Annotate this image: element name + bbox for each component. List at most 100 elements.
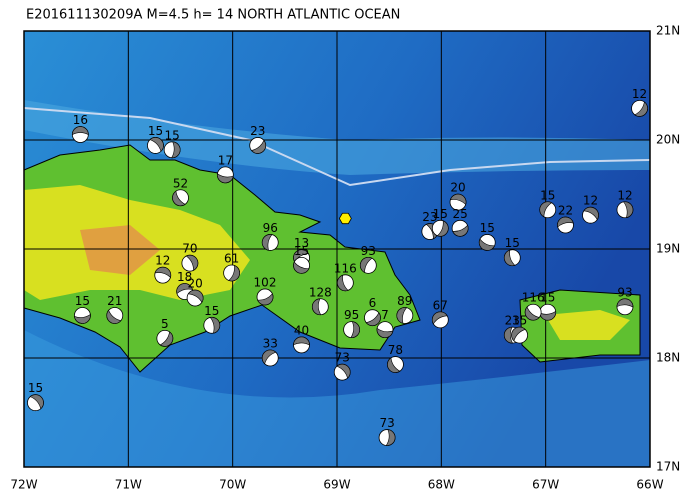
beachball [343, 321, 361, 339]
y-tick-label: 19N [656, 242, 680, 256]
depth-label: 5 [161, 317, 169, 331]
beachball-quadrant [337, 274, 349, 292]
depth-label: 15 [512, 314, 527, 328]
depth-label: 40 [294, 323, 309, 337]
depth-label: 15 [204, 304, 219, 318]
beachball [186, 289, 204, 307]
beachball-quadrant [479, 238, 495, 251]
depth-label: 23 [422, 210, 437, 224]
beachball [539, 201, 557, 219]
x-tick-label: 70W [219, 478, 246, 492]
beachball [451, 219, 469, 237]
beachball [557, 216, 574, 234]
depth-label: 73 [335, 351, 350, 365]
beachball-quadrant [209, 317, 221, 334]
beachball-quadrant [432, 311, 448, 325]
beachball [503, 249, 521, 267]
beachball-quadrant [449, 193, 467, 206]
x-tick-label: 72W [10, 478, 37, 492]
x-tick-label: 67W [532, 478, 559, 492]
depth-label: 33 [263, 337, 278, 351]
beachball [431, 219, 449, 237]
beachball-quadrant [385, 429, 396, 446]
beachball [378, 429, 396, 446]
beachball [256, 288, 274, 306]
beachball-quadrant [217, 173, 234, 184]
x-tick-label: 66W [636, 478, 663, 492]
depth-label: 15 [294, 244, 309, 258]
depth-label: 12 [617, 188, 632, 202]
depth-label: 7 [381, 308, 389, 322]
x-tick-label: 68W [428, 478, 455, 492]
depth-label: 78 [388, 343, 403, 357]
beachball-quadrant [634, 101, 648, 117]
beachball [293, 336, 310, 354]
beachball [216, 166, 234, 184]
beachball-quadrant [228, 265, 240, 282]
beachball [74, 307, 91, 324]
beachball-quadrant [176, 283, 193, 295]
epicenter [338, 212, 352, 225]
frame [23, 30, 651, 468]
beachball [172, 189, 189, 207]
highland [545, 310, 630, 340]
depth-label: 128 [309, 285, 332, 299]
beachball [27, 394, 44, 412]
beachball [203, 316, 221, 334]
beachball-quadrant [250, 139, 266, 154]
beachball-quadrant [172, 190, 186, 207]
beachball [261, 349, 279, 367]
depth-label: 70 [182, 242, 197, 256]
beachball-quadrant [360, 257, 373, 273]
depth-label: 61 [224, 251, 239, 265]
beachball [71, 126, 89, 143]
beachball [154, 266, 172, 284]
beachball-quadrant [74, 313, 91, 324]
beachball-quadrant [396, 307, 408, 324]
beachball-quadrant [365, 312, 381, 326]
depth-label: 20 [187, 277, 202, 291]
depth-label: 22 [558, 204, 573, 218]
highland [80, 225, 160, 275]
beachball [223, 264, 241, 282]
depth-label: 21 [107, 294, 122, 308]
depth-label: 116 [334, 261, 357, 275]
beachball-quadrant [539, 310, 557, 321]
x-tick-label: 69W [323, 478, 350, 492]
beachball-quadrant [376, 327, 394, 338]
beachball [163, 141, 181, 159]
beachball [156, 329, 174, 347]
depth-label: 89 [397, 294, 412, 308]
beachball-quadrant [557, 216, 574, 228]
depth-label: 93 [361, 244, 376, 258]
depth-label: 15 [433, 207, 448, 221]
beachball-quadrant [293, 261, 310, 274]
beachball-quadrant [171, 141, 181, 159]
beachball [147, 137, 164, 154]
beachball [616, 201, 634, 219]
depth-label: 6 [369, 296, 377, 310]
depth-label: 12 [155, 254, 170, 268]
beachball [261, 234, 279, 251]
depth-label: 15 [165, 128, 180, 142]
beachball [478, 234, 496, 251]
y-tick-label: 18N [656, 351, 680, 365]
depth-label: 12 [632, 87, 647, 101]
beachball-quadrant [29, 394, 44, 410]
depth-label: 25 [452, 207, 467, 221]
depth-label: 13 [294, 236, 309, 250]
beachball [524, 303, 542, 321]
beachball [387, 356, 404, 373]
beachball-quadrant [159, 331, 174, 347]
y-tick-label: 20N [656, 133, 680, 147]
beachball [364, 309, 381, 327]
depth-label: 52 [173, 176, 188, 190]
beachball-quadrant [452, 224, 469, 237]
beachball [293, 256, 310, 274]
beachball-quadrant [387, 357, 401, 373]
depth-label: 20 [450, 181, 465, 195]
depth-label: 73 [379, 416, 394, 430]
plate-boundary [23, 107, 651, 187]
beachball-quadrant [623, 201, 634, 219]
